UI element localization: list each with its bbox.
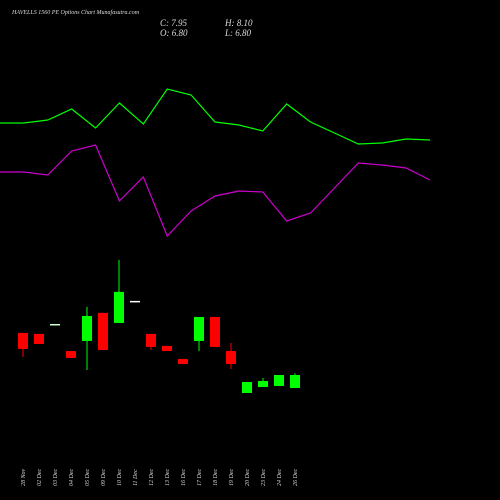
candle-body xyxy=(162,345,172,352)
chart-title: HAVELLS 1560 PE Options Chart Munafasutr… xyxy=(11,9,140,16)
x-tick-label: 28 Nov xyxy=(21,468,27,486)
candle-body xyxy=(82,315,92,341)
candle-body xyxy=(274,375,284,386)
x-tick-label: 13 Dec xyxy=(165,469,171,486)
candle-body xyxy=(66,351,76,358)
ohlc-label: L: 6.80 xyxy=(224,28,252,38)
x-tick-label: 19 Dec xyxy=(229,469,235,486)
ohlc-label: C: 7.95 xyxy=(160,18,188,28)
x-tick-label: 10 Dec xyxy=(117,469,123,486)
x-tick-label: 12 Dec xyxy=(149,469,155,486)
candle-body xyxy=(98,312,108,350)
x-tick-label: 24 Dec xyxy=(276,469,283,486)
candle-body xyxy=(258,380,268,387)
line-series xyxy=(0,144,431,238)
x-tick-label: 03 Dec xyxy=(53,469,59,486)
x-tick-label: 05 Dec xyxy=(85,469,91,486)
x-tick-label: 11 Dec xyxy=(133,469,139,486)
candle-body xyxy=(18,332,28,349)
x-tick-label: 02 Dec xyxy=(37,469,43,486)
candle-body xyxy=(290,375,300,389)
candle-body xyxy=(226,351,236,365)
x-tick-label: 20 Dec xyxy=(245,469,251,486)
candle-body xyxy=(194,316,204,341)
candle-body xyxy=(50,323,60,326)
x-tick-label: 17 Dec xyxy=(197,469,203,486)
x-tick-label: 04 Dec xyxy=(68,469,75,486)
candle-body xyxy=(210,316,220,347)
ohlc-label: H: 8.10 xyxy=(224,18,253,28)
candle-body xyxy=(146,333,156,347)
candle-body xyxy=(114,291,124,323)
candle-body xyxy=(34,333,44,345)
ohlc-label: O: 6.80 xyxy=(160,28,188,38)
x-tick-label: 09 Dec xyxy=(101,469,107,486)
x-tick-label: 26 Dec xyxy=(293,469,299,486)
x-tick-label: 23 Dec xyxy=(261,469,267,486)
candle-body xyxy=(178,358,188,365)
x-tick-label: 18 Dec xyxy=(213,469,219,486)
candle-body xyxy=(130,300,140,303)
line-series xyxy=(0,88,431,145)
x-tick-label: 16 Dec xyxy=(181,469,187,486)
candle-body xyxy=(242,382,252,393)
